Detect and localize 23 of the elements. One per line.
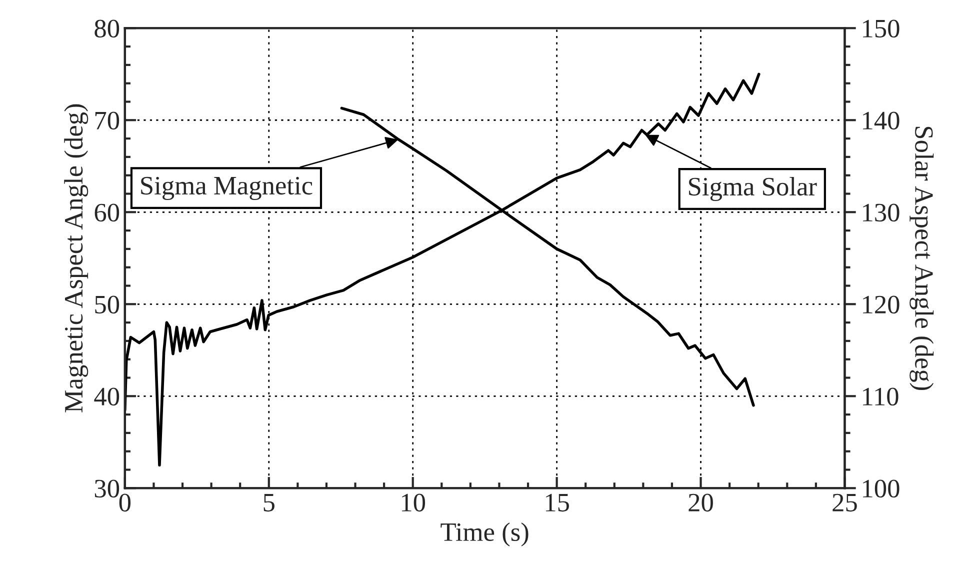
y2-tick-label: 150 — [863, 20, 900, 38]
y2-tick-label: 100 — [863, 480, 900, 498]
x-tick-label: 15 — [546, 494, 569, 512]
x-tick-label: 25 — [832, 494, 857, 512]
x-tick-label: 5 — [264, 494, 274, 512]
y-tick-label: 50 — [95, 296, 120, 314]
y2-tick-label: 120 — [863, 296, 900, 314]
annotation: Sigma Solar — [689, 177, 817, 202]
y2-tick-label: 130 — [863, 204, 900, 222]
y-tick-label: 80 — [94, 20, 120, 38]
y2-tick-label: 110 — [863, 388, 898, 406]
y-axis-title: Magnetic Aspect Angle (deg) — [64, 104, 88, 412]
annotation: Sigma Magnetic — [141, 176, 312, 200]
x-axis-title: Time (s) — [440, 522, 528, 546]
y-tick-label: 60 — [94, 204, 120, 222]
x-tick-label: 20 — [688, 494, 713, 512]
y-tick-label: 70 — [95, 112, 120, 130]
y2-tick-label: 140 — [863, 112, 900, 130]
x-tick-label: 0 — [119, 494, 131, 512]
y-tick-label: 30 — [94, 480, 120, 498]
y-tick-label: 40 — [94, 388, 120, 406]
y2-axis-title: Solar Aspect Angle (deg) — [910, 126, 934, 390]
x-tick-label: 10 — [402, 494, 426, 512]
